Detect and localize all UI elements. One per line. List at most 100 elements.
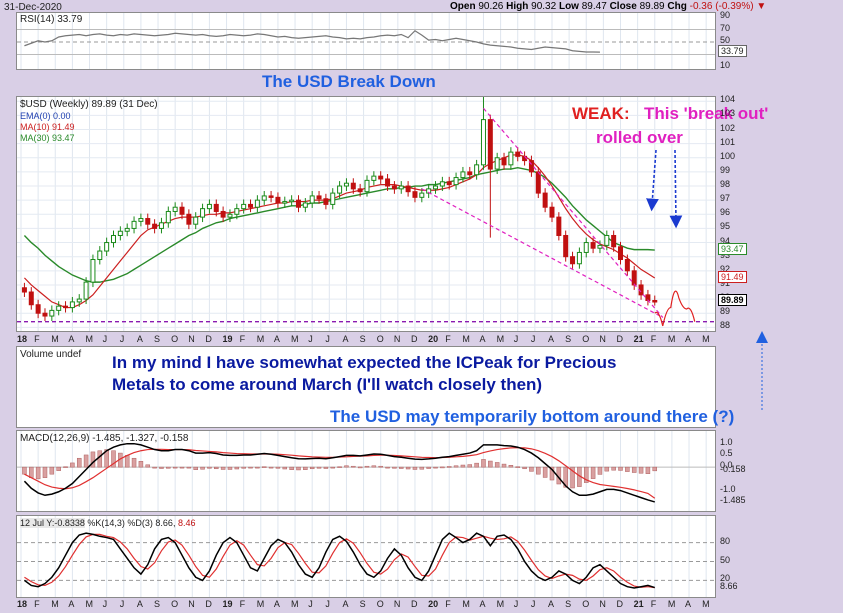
macd-histogram-bar (42, 466, 48, 478)
month-label: J (325, 334, 330, 344)
price-bar (405, 185, 411, 193)
macd-histogram-bar (460, 464, 466, 468)
macd-histogram-bar (467, 464, 473, 468)
month-label: A (479, 334, 486, 344)
month-label: D (410, 334, 418, 344)
price-tick: 95 (720, 221, 731, 232)
month-label: A (685, 334, 692, 344)
macd-histogram-bar (83, 454, 89, 468)
month-label: A (136, 334, 143, 344)
month-label: N (599, 599, 606, 609)
price-tick: 102 (720, 122, 736, 133)
month-label: J (513, 599, 519, 609)
price-bar (618, 246, 624, 261)
annotation-breakout: This 'break out' (644, 104, 769, 123)
month-label: D (616, 334, 624, 344)
month-label: J (308, 599, 313, 609)
price-bar (124, 227, 130, 232)
price-title: $USD (Weekly) 89.89 (31 Dec) (20, 99, 158, 110)
macd-histogram-bar (522, 466, 527, 470)
price-bar (323, 198, 329, 205)
price-bar (563, 234, 569, 258)
month-label: O (171, 599, 179, 609)
month-label: 18 (17, 334, 28, 344)
price-bar (652, 299, 658, 303)
macd-histogram-bar (494, 462, 500, 468)
month-label: S (359, 599, 366, 609)
month-label: A (68, 599, 75, 609)
macd-histogram-bar (220, 466, 226, 470)
macd-histogram-bar (405, 466, 411, 470)
month-label: J (102, 599, 108, 609)
month-label: M (51, 334, 59, 344)
rsi-tick: 70 (720, 22, 731, 33)
open-label: Open (450, 1, 476, 12)
price-bar (35, 304, 41, 314)
macd-histogram-bar (412, 466, 418, 470)
macd-histogram-bar (488, 460, 493, 468)
price-bar (186, 213, 192, 225)
month-label: O (582, 334, 590, 344)
price-bar (446, 181, 452, 186)
price-bar (330, 192, 336, 205)
macd-tick: 0.0 (720, 460, 733, 471)
price-bar (583, 242, 589, 253)
macd-panel: MACD(12,26,9) -1.485, -1.327, -0.158 (16, 430, 716, 512)
price-bar (590, 242, 596, 249)
macd-histogram-bar (323, 466, 329, 469)
month-label: O (376, 334, 384, 344)
macd-histogram-bar (426, 466, 431, 469)
price-bar (501, 157, 507, 166)
price-bar (90, 259, 96, 283)
price-tick: 101 (720, 136, 736, 147)
stoch-label-date: 12 Jul Y:-0.8338 (20, 518, 85, 528)
month-label: A (273, 334, 280, 344)
rsi-tick: 10 (720, 60, 731, 70)
macd-histogram-bar (186, 466, 192, 469)
month-label: J (308, 334, 313, 344)
stoch-tick: 20 (720, 573, 731, 584)
price-bar (145, 218, 151, 225)
price-bar (528, 160, 534, 173)
price-panel: $USD (Weekly) 89.89 (31 Dec) EMA(0) 0.00… (16, 96, 716, 332)
month-label: S (359, 334, 366, 344)
month-label: N (188, 599, 195, 609)
macd-histogram-bar (316, 466, 322, 469)
macd-histogram-bar (364, 465, 370, 468)
macd-tick: 1.0 (720, 436, 733, 447)
stoch-tick: 80 (720, 535, 731, 546)
month-label: D (205, 599, 212, 609)
month-label: A (479, 599, 486, 609)
rsi-svg (17, 13, 715, 69)
macd-histogram-bar (49, 466, 55, 475)
volume-panel: Volume undef (16, 346, 716, 428)
macd-svg (17, 431, 715, 511)
low-value: 89.47 (581, 1, 607, 12)
month-label: 21 (633, 599, 644, 609)
macd-histogram-bar (29, 466, 34, 478)
price-bar (117, 230, 123, 236)
price-bar (364, 179, 370, 193)
price-bar (213, 203, 219, 212)
month-label: 20 (428, 599, 439, 609)
price-bar (28, 291, 34, 306)
price-bar (104, 242, 110, 252)
rsi-label: RSI(14) 33.79 (20, 14, 83, 25)
price-bar (69, 301, 75, 309)
ohlc-header: Open 90.26 High 90.32 Low 89.47 Close 89… (450, 1, 766, 12)
macd-histogram-bar (330, 466, 335, 469)
price-bar (49, 309, 55, 317)
macd-histogram-bar (35, 466, 41, 480)
macd-histogram-bar (433, 466, 438, 469)
price-bar (631, 270, 637, 286)
month-label: M (256, 599, 265, 609)
price-bar (357, 188, 363, 193)
macd-histogram-bar (56, 466, 61, 471)
chg-down-icon: ▼ (756, 1, 767, 12)
price-bar (83, 281, 89, 300)
price-bar (487, 119, 493, 170)
macd-histogram-bar (371, 465, 377, 468)
month-label: A (136, 599, 143, 609)
price-bar (433, 185, 439, 190)
macd-histogram-bar (241, 466, 246, 469)
